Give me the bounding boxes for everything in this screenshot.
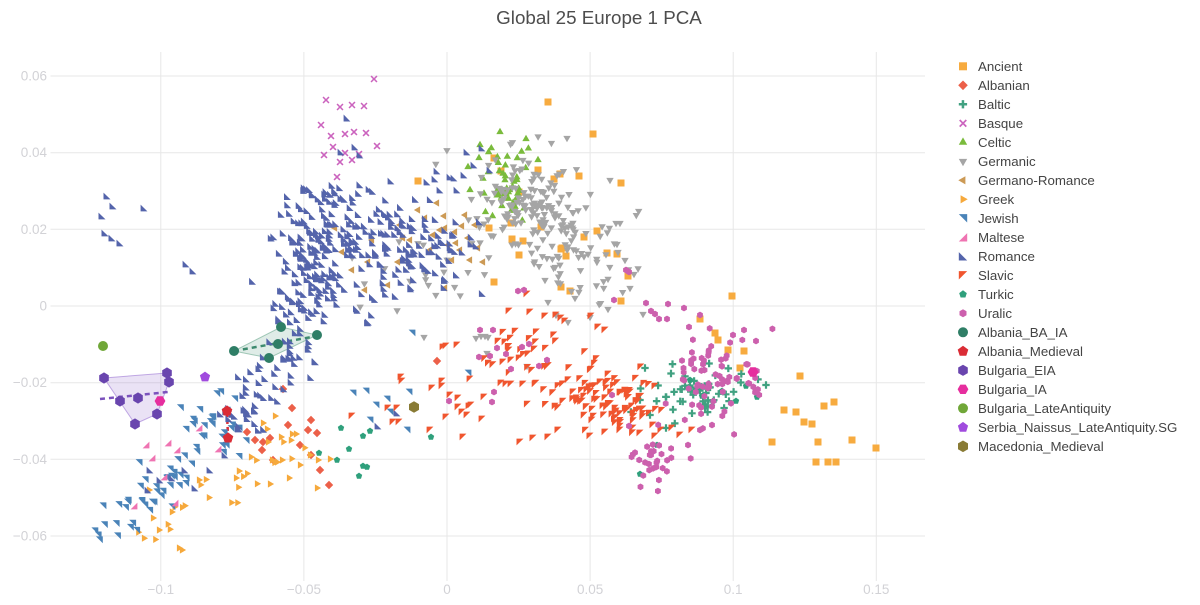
svg-text:0.1: 0.1 — [724, 582, 743, 597]
svg-text:Slavic: Slavic — [978, 268, 1014, 283]
svg-text:Ancient: Ancient — [978, 59, 1023, 74]
svg-text:0.15: 0.15 — [863, 582, 889, 597]
svg-text:0: 0 — [39, 299, 47, 314]
svg-text:−0.04: −0.04 — [13, 452, 48, 467]
svg-text:Baltic: Baltic — [978, 97, 1011, 112]
svg-text:Jewish: Jewish — [978, 211, 1019, 226]
svg-text:Albanian: Albanian — [978, 78, 1030, 93]
svg-text:0.05: 0.05 — [577, 582, 603, 597]
svg-text:−0.05: −0.05 — [287, 582, 321, 597]
svg-text:0.04: 0.04 — [21, 145, 48, 160]
svg-text:Celtic: Celtic — [978, 135, 1012, 150]
svg-text:0.06: 0.06 — [21, 69, 47, 84]
svg-text:Germano-Romance: Germano-Romance — [978, 173, 1095, 188]
svg-text:Albania_BA_IA: Albania_BA_IA — [978, 325, 1068, 340]
svg-text:Bulgaria_EIA: Bulgaria_EIA — [978, 363, 1056, 378]
svg-text:Global 25 Europe 1 PCA: Global 25 Europe 1 PCA — [496, 7, 702, 28]
svg-text:Macedonia_Medieval: Macedonia_Medieval — [978, 439, 1104, 454]
svg-text:Germanic: Germanic — [978, 154, 1036, 169]
svg-text:−0.06: −0.06 — [13, 529, 47, 544]
svg-text:Bulgaria_IA: Bulgaria_IA — [978, 382, 1047, 397]
svg-text:−0.1: −0.1 — [147, 582, 174, 597]
svg-text:Serbia_Naissus_LateAntiquity.S: Serbia_Naissus_LateAntiquity.SG — [978, 420, 1177, 435]
svg-text:Maltese: Maltese — [978, 230, 1025, 245]
svg-text:Uralic: Uralic — [978, 306, 1012, 321]
svg-text:−0.02: −0.02 — [13, 375, 47, 390]
svg-text:Basque: Basque — [978, 116, 1023, 131]
svg-text:0: 0 — [443, 582, 451, 597]
svg-text:Turkic: Turkic — [978, 287, 1014, 302]
svg-text:Romance: Romance — [978, 249, 1035, 264]
svg-text:Greek: Greek — [978, 192, 1015, 207]
svg-text:0.02: 0.02 — [21, 222, 47, 237]
svg-text:Bulgaria_LateAntiquity: Bulgaria_LateAntiquity — [978, 401, 1111, 416]
svg-text:Albania_Medieval: Albania_Medieval — [978, 344, 1083, 359]
